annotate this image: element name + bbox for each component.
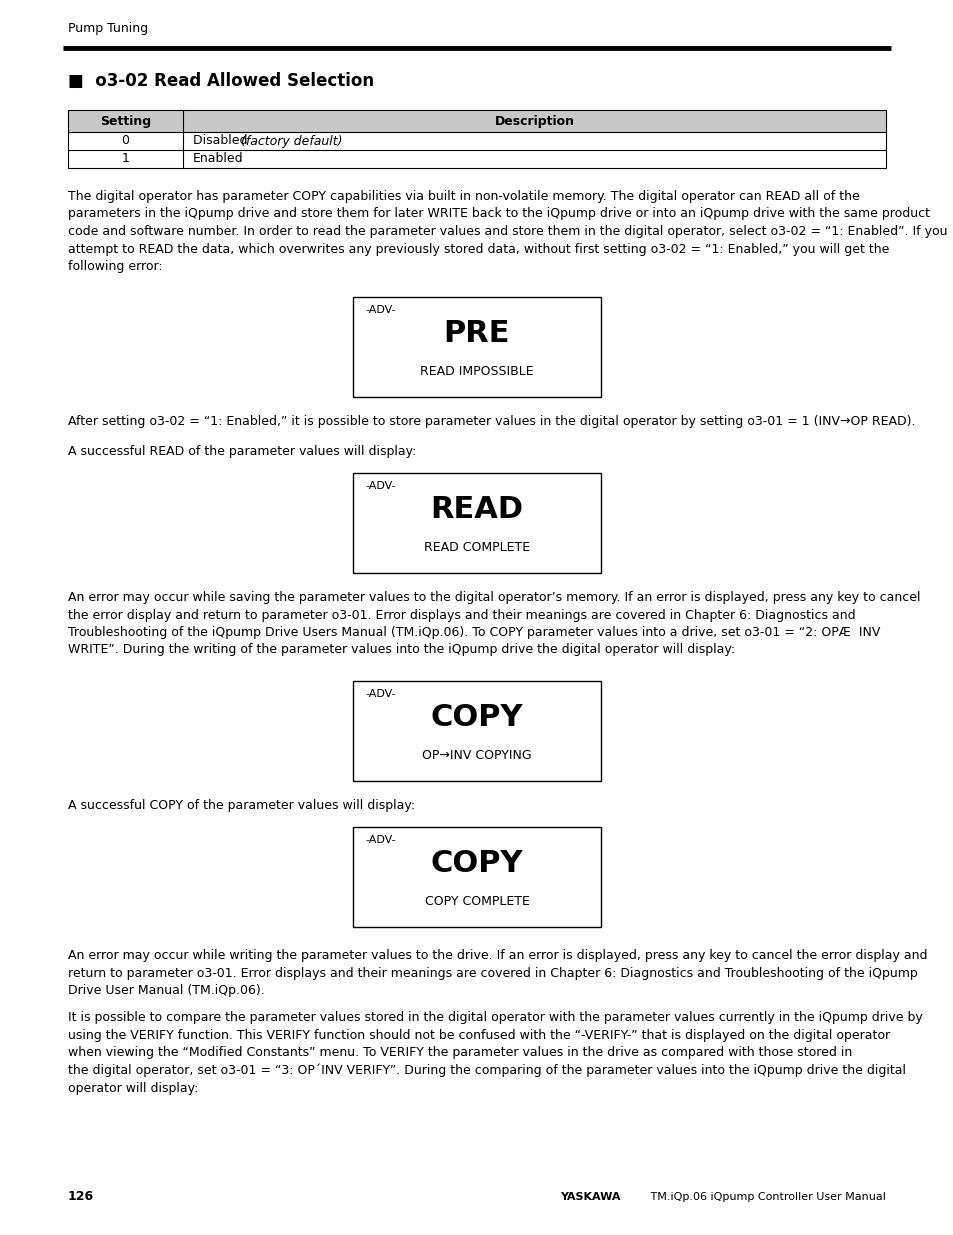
- Bar: [68, 110, 885, 132]
- Text: Pump Tuning: Pump Tuning: [68, 22, 148, 35]
- Text: -ADV-: -ADV-: [365, 689, 395, 699]
- Text: COPY COMPLETE: COPY COMPLETE: [424, 895, 529, 908]
- Text: COPY: COPY: [431, 703, 522, 732]
- Text: -ADV-: -ADV-: [365, 835, 395, 845]
- Text: A successful READ of the parameter values will display:: A successful READ of the parameter value…: [68, 445, 416, 458]
- Text: (factory default): (factory default): [241, 135, 342, 147]
- Text: The digital operator has parameter COPY capabilities via built in non-volatile m: The digital operator has parameter COPY …: [68, 190, 946, 273]
- Text: YASKAWA: YASKAWA: [560, 1192, 620, 1202]
- Text: COPY: COPY: [431, 848, 522, 878]
- Text: After setting o3-02 = “1: Enabled,” it is possible to store parameter values in : After setting o3-02 = “1: Enabled,” it i…: [68, 415, 915, 429]
- Bar: [353, 296, 600, 396]
- Text: READ COMPLETE: READ COMPLETE: [423, 541, 530, 555]
- Text: ■  o3-02 Read Allowed Selection: ■ o3-02 Read Allowed Selection: [68, 72, 374, 90]
- Text: It is possible to compare the parameter values stored in the digital operator wi: It is possible to compare the parameter …: [68, 1011, 922, 1094]
- Text: Description: Description: [494, 115, 574, 127]
- Bar: [353, 680, 600, 781]
- Text: An error may occur while writing the parameter values to the drive. If an error : An error may occur while writing the par…: [68, 948, 926, 997]
- Bar: [68, 110, 885, 168]
- Text: Disabled: Disabled: [193, 135, 252, 147]
- Text: 0: 0: [121, 135, 130, 147]
- Text: An error may occur while saving the parameter values to the digital operator’s m: An error may occur while saving the para…: [68, 592, 920, 657]
- Bar: [353, 827, 600, 927]
- Text: A successful COPY of the parameter values will display:: A successful COPY of the parameter value…: [68, 799, 415, 811]
- Text: Setting: Setting: [100, 115, 151, 127]
- Text: OP→INV COPYING: OP→INV COPYING: [422, 748, 531, 762]
- Text: 1: 1: [121, 152, 130, 165]
- Text: READ IMPOSSIBLE: READ IMPOSSIBLE: [419, 366, 534, 378]
- Text: -ADV-: -ADV-: [365, 480, 395, 492]
- Text: TM.iQp.06 iQpump Controller User Manual: TM.iQp.06 iQpump Controller User Manual: [646, 1192, 885, 1202]
- Text: 126: 126: [68, 1191, 94, 1203]
- Text: Enabled: Enabled: [193, 152, 243, 165]
- Bar: [353, 473, 600, 573]
- Text: PRE: PRE: [443, 319, 510, 348]
- Text: READ: READ: [430, 495, 523, 524]
- Text: -ADV-: -ADV-: [365, 305, 395, 315]
